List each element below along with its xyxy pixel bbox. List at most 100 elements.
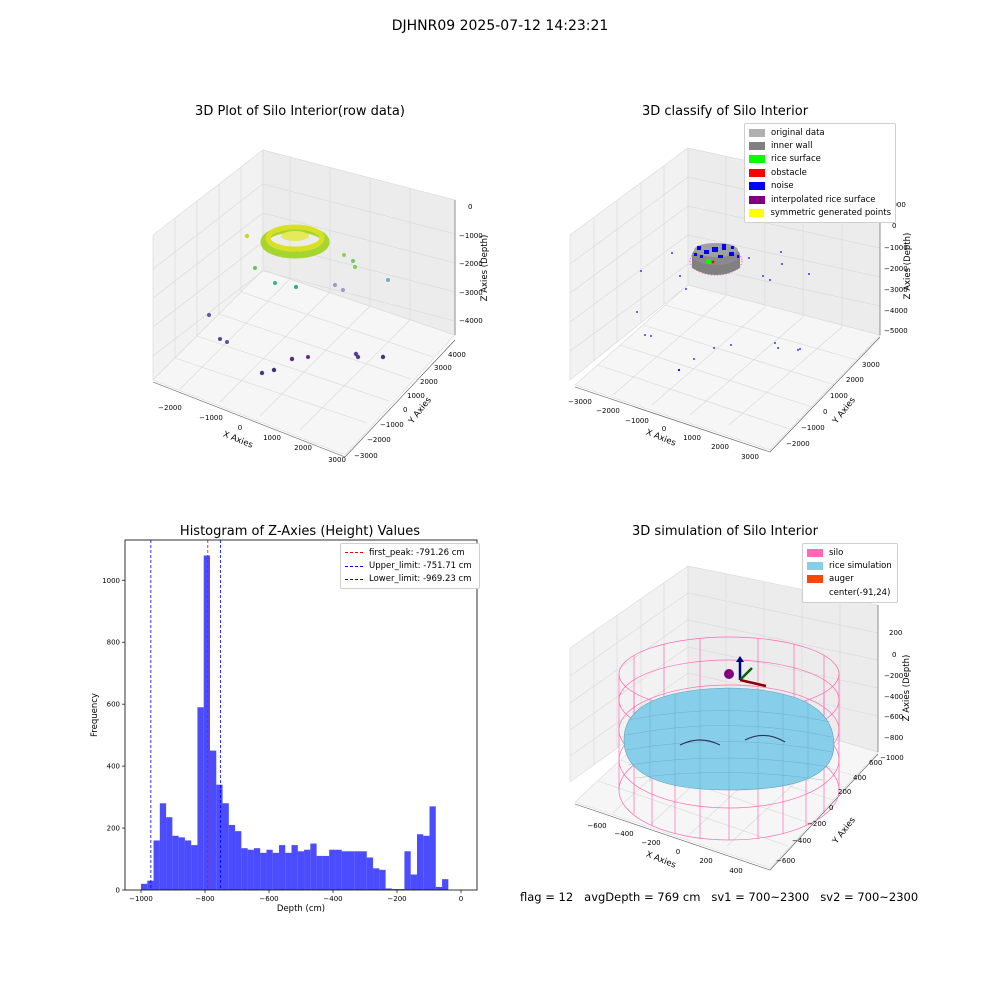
legend-line [345, 565, 363, 567]
histogram-bar [184, 840, 192, 890]
p2-zlabel: Z Axies (Depth) [903, 233, 913, 300]
p1-xtick: −2000 [158, 404, 182, 412]
p4-ztick: −600 [884, 713, 903, 721]
histogram-bar [354, 851, 361, 890]
histogram-bar [228, 824, 236, 890]
p4-ztick: 200 [889, 629, 902, 637]
y-tick-label: 1000 [102, 577, 120, 585]
plot1-title: 3D Plot of Silo Interior(row data) [195, 104, 405, 119]
p1-ytick: −3000 [354, 452, 378, 460]
histogram-bar [191, 845, 198, 890]
legend-swatch [749, 155, 765, 164]
p4-xtick: 0 [676, 848, 680, 856]
p4-xtick: 200 [699, 857, 712, 865]
histogram-bar [304, 849, 311, 890]
p3-xlabel: Depth (cm) [277, 904, 325, 914]
legend-item: original data [749, 126, 891, 139]
legend-swatch [807, 588, 823, 597]
p2-ytick: −2000 [786, 440, 810, 448]
histogram-bar [253, 848, 261, 890]
legend-swatch [749, 128, 765, 137]
p2-ytick: 3000 [862, 361, 880, 369]
legend-item: symmetric generated points [749, 206, 891, 219]
histogram-bar [329, 849, 336, 890]
p1-zlabel: Z Axies (Depth) [480, 235, 490, 302]
p1-xtick: −1000 [199, 414, 223, 422]
legend-label: silo [829, 547, 844, 558]
p2-xtick: −1000 [625, 417, 649, 425]
histogram-bar [203, 555, 210, 890]
p1-xtick: 3000 [328, 456, 346, 464]
p1-xtick: 1000 [263, 434, 281, 442]
status-sv1: sv1 = 700~2300 [711, 890, 810, 904]
p2-ytick: 2000 [846, 376, 864, 384]
p4-ytick: −400 [792, 837, 811, 845]
plot4-title: 3D simulation of Silo Interior [632, 524, 818, 539]
plot3-legend: first_peak: -791.26 cm Upper_limit: -751… [340, 543, 480, 590]
legend-label: Lower_limit: -969.23 cm [369, 574, 472, 585]
legend-label: rice surface [771, 154, 821, 165]
histogram-bar [209, 750, 217, 890]
plot4-legend: silo rice simulation auger center(-91,24… [802, 543, 898, 603]
legend-item: inner wall [749, 139, 891, 152]
p2-xtick: 3000 [741, 453, 759, 461]
p1-ytick: −2000 [367, 436, 391, 444]
legend-label: first_peak: -791.26 cm [369, 547, 465, 558]
p2-xtick: 0 [662, 425, 666, 433]
histogram-bar [373, 868, 380, 890]
p3-ylabel: Frequency [90, 693, 100, 737]
legend-item: noise [749, 180, 891, 193]
x-tick-label: −200 [387, 895, 406, 903]
histogram-bar [347, 851, 355, 890]
p4-ztick: −400 [884, 693, 903, 701]
p4-xtick: 400 [729, 867, 742, 875]
legend-swatch [807, 562, 823, 571]
legend-swatch [749, 209, 765, 218]
legend-swatch [807, 548, 823, 557]
histogram-bar [291, 845, 298, 890]
status-avg-depth: avgDepth = 769 cm [584, 890, 701, 904]
legend-swatch [749, 142, 765, 151]
p2-xtick: 2000 [711, 443, 729, 451]
histogram-bar [266, 849, 273, 890]
p2-xtick: −3000 [568, 398, 592, 406]
p4-ztick: −1000 [880, 754, 904, 762]
x-tick-label: 0 [459, 895, 463, 903]
p2-ytick: 0 [823, 408, 827, 416]
legend-label: inner wall [771, 141, 813, 152]
p2-ztick: −5000 [884, 327, 908, 335]
y-tick-label: 800 [107, 639, 120, 647]
p1-ytick: 1000 [407, 392, 425, 400]
histogram-bar [278, 845, 286, 890]
histogram-bar [391, 889, 399, 890]
legend-swatch [749, 195, 765, 204]
status-flag: flag = 12 [520, 890, 574, 904]
p2-ztick: −1000 [884, 244, 908, 252]
y-tick-label: 600 [107, 701, 120, 709]
p1-ztick: −4000 [459, 317, 483, 325]
legend-label: rice simulation [829, 561, 892, 572]
p4-ytick: 600 [869, 759, 882, 767]
histogram-bar [423, 835, 430, 890]
histogram-bar [166, 817, 173, 890]
p2-ztick: −3000 [884, 286, 908, 294]
legend-label: auger [829, 574, 854, 585]
legend-item: center(-91,24) [807, 586, 893, 599]
legend-item: first_peak: -791.26 cm [345, 546, 475, 559]
histogram-bar [197, 707, 204, 890]
status-sv2: sv2 = 700~2300 [820, 890, 919, 904]
histogram-bar [416, 834, 424, 890]
p2-ztick: −2000 [884, 265, 908, 273]
legend-item: Lower_limit: -969.23 cm [345, 573, 475, 586]
histogram-bar [235, 831, 242, 890]
p1-ytick: 0 [403, 406, 407, 414]
histogram-bar [335, 849, 342, 890]
histogram-bar [398, 889, 405, 890]
legend-line [345, 552, 363, 554]
p4-ytick: −200 [807, 820, 826, 828]
legend-label: Upper_limit: -751.71 cm [369, 561, 472, 572]
p1-ytick: 2000 [420, 378, 438, 386]
histogram-bar [172, 835, 179, 890]
legend-item: interpolated rice surface [749, 193, 891, 206]
p2-xtick: 1000 [683, 434, 701, 442]
